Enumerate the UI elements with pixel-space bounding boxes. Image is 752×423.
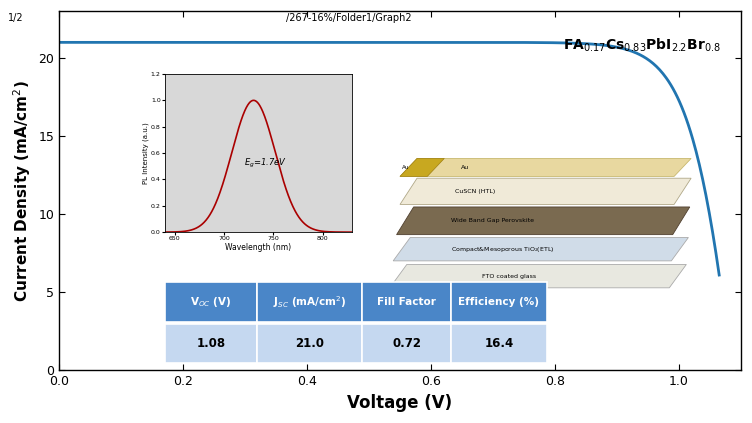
Polygon shape: [400, 159, 444, 176]
Polygon shape: [400, 178, 691, 204]
Polygon shape: [393, 237, 688, 261]
Text: Au: Au: [402, 165, 409, 170]
Text: FA$_{0.17}$Cs$_{0.83}$PbI$_{2.2}$Br$_{0.8}$: FA$_{0.17}$Cs$_{0.83}$PbI$_{2.2}$Br$_{0.…: [563, 36, 720, 54]
Text: 1.08: 1.08: [196, 337, 226, 350]
Bar: [362, 324, 451, 363]
Text: 16.4: 16.4: [484, 337, 514, 350]
Bar: [451, 283, 547, 322]
Bar: [257, 324, 362, 363]
Text: V$_{OC}$ (V): V$_{OC}$ (V): [190, 295, 232, 309]
Text: CuSCN (HTL): CuSCN (HTL): [454, 189, 495, 194]
Bar: [165, 324, 257, 363]
Text: 21.0: 21.0: [295, 337, 324, 350]
Bar: [257, 283, 362, 322]
Text: /267-16%/Folder1/Graph2: /267-16%/Folder1/Graph2: [286, 13, 411, 23]
Polygon shape: [390, 264, 687, 288]
Text: Compact&Mesoporous TiO$_2$(ETL): Compact&Mesoporous TiO$_2$(ETL): [451, 244, 555, 254]
Text: Efficiency (%): Efficiency (%): [459, 297, 539, 307]
Bar: [362, 283, 451, 322]
Text: 1/2: 1/2: [8, 13, 23, 23]
Text: Fill Factor: Fill Factor: [378, 297, 436, 307]
Bar: [451, 324, 547, 363]
Bar: [165, 283, 257, 322]
Text: J$_{SC}$ (mA/cm$^2$): J$_{SC}$ (mA/cm$^2$): [273, 294, 347, 310]
X-axis label: Voltage (V): Voltage (V): [347, 394, 453, 412]
Text: Wide Band Gap Perovskite: Wide Band Gap Perovskite: [451, 218, 534, 223]
Text: Au: Au: [462, 165, 469, 170]
Y-axis label: Current Density (mA/cm$^2$): Current Density (mA/cm$^2$): [11, 80, 33, 302]
Polygon shape: [400, 159, 691, 176]
Text: FTO coated glass: FTO coated glass: [482, 274, 536, 279]
Polygon shape: [396, 207, 690, 235]
Text: 0.72: 0.72: [393, 337, 421, 350]
